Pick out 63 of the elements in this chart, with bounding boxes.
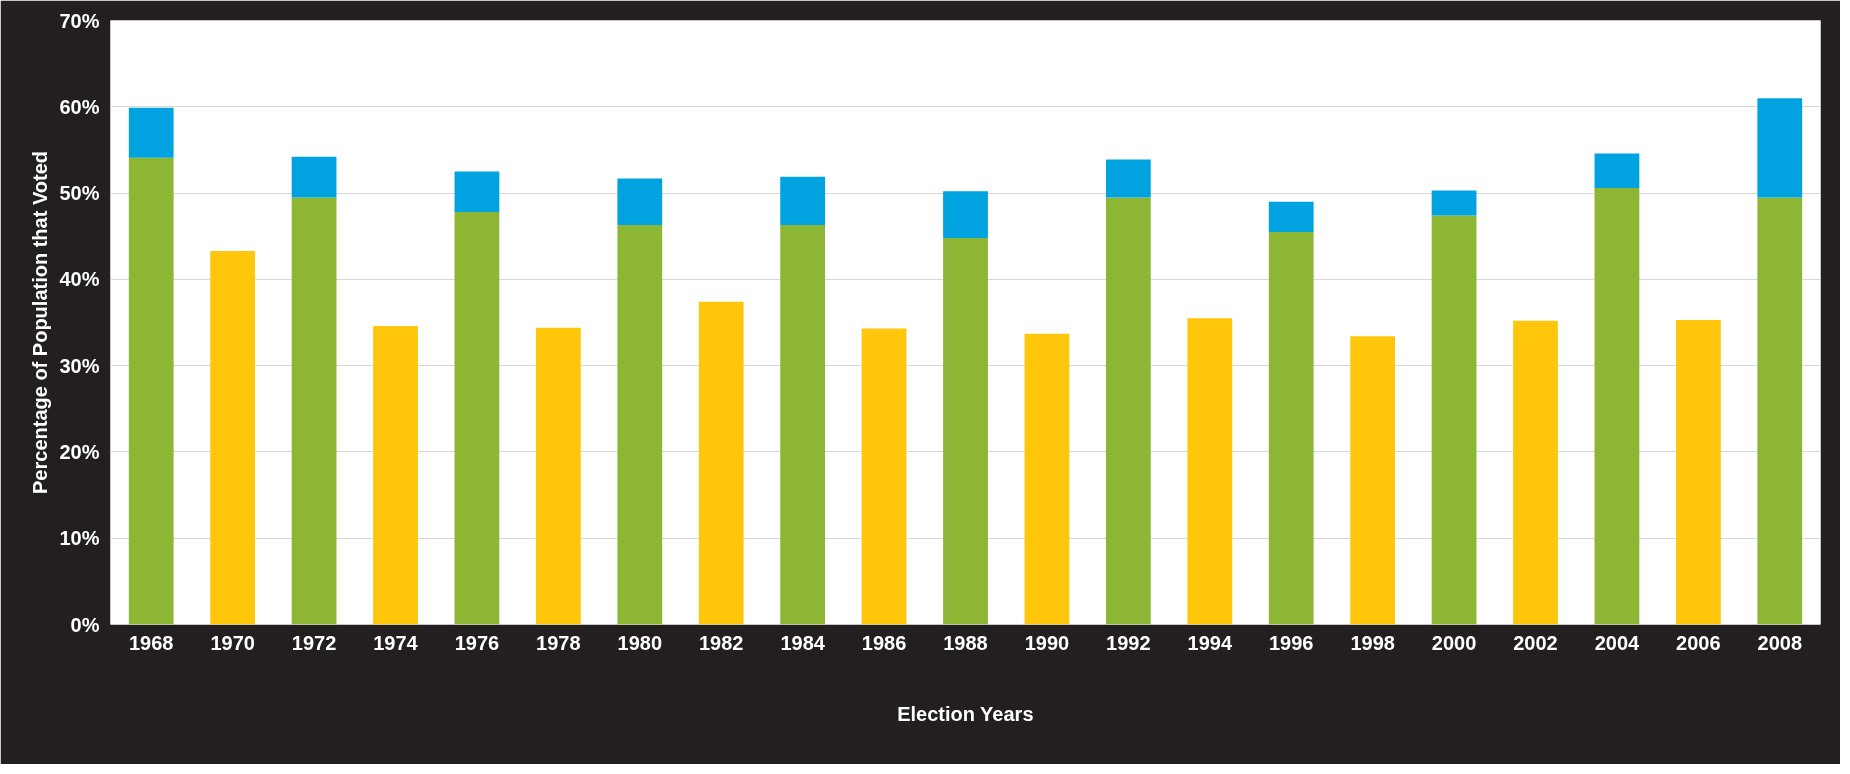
y-tick-label: 60% [59, 95, 100, 118]
bar [780, 225, 826, 625]
x-tick-label: 2008 [1757, 631, 1803, 654]
bar [698, 301, 744, 625]
bar [373, 325, 418, 625]
bar [1594, 187, 1640, 625]
bar [861, 328, 907, 625]
x-tick-label: 1982 [698, 631, 744, 654]
y-tick-label: 30% [59, 354, 100, 377]
x-tick-label: 2000 [1431, 631, 1477, 654]
bar [210, 250, 256, 625]
bar [617, 178, 663, 225]
bar [291, 156, 337, 198]
x-tick-label: 2004 [1594, 631, 1641, 654]
bar [535, 327, 581, 625]
x-tick-label: 1980 [617, 631, 663, 654]
x-tick-label: 1978 [536, 631, 581, 654]
bar [1431, 190, 1477, 216]
bar [780, 176, 826, 225]
x-tick-label: 1992 [1106, 631, 1151, 654]
bar [1594, 153, 1640, 188]
bar [1757, 98, 1803, 198]
y-tick-label: 40% [59, 268, 100, 291]
bar [128, 157, 174, 625]
bar [1350, 336, 1396, 625]
y-tick-label: 10% [59, 527, 100, 550]
bar [1024, 333, 1070, 625]
bar [1431, 215, 1477, 625]
bar [454, 171, 500, 213]
x-tick-label: 1988 [943, 631, 988, 654]
bar [1757, 197, 1803, 625]
x-tick-label: 1994 [1187, 631, 1233, 654]
bar [1105, 159, 1151, 198]
bar [128, 107, 174, 158]
x-tick-label: 1990 [1024, 631, 1070, 654]
y-tick-label: 20% [59, 440, 100, 463]
x-tick-label: 1970 [210, 631, 255, 654]
bar [1513, 320, 1558, 625]
x-tick-label: 1984 [780, 631, 826, 654]
y-tick-label: 50% [59, 182, 100, 205]
bar [454, 212, 500, 625]
y-tick-label: 70% [59, 9, 100, 32]
bar [1187, 318, 1233, 625]
bar [1675, 319, 1721, 625]
y-axis-title: Percentage of Population that Voted [29, 150, 52, 494]
bar [943, 191, 988, 238]
x-tick-label: 1998 [1350, 631, 1395, 654]
x-tick-label: 1986 [861, 631, 907, 654]
bar [1105, 197, 1151, 625]
x-tick-label: 1996 [1268, 631, 1314, 654]
bar [291, 197, 337, 625]
bar [617, 225, 663, 625]
x-tick-label: 1974 [373, 631, 419, 654]
bar [1268, 201, 1314, 232]
x-axis-title: Election Years [897, 702, 1034, 725]
x-tick-label: 1972 [291, 631, 337, 654]
x-tick-label: 1968 [128, 631, 174, 654]
x-tick-label: 2006 [1676, 631, 1721, 654]
x-tick-label: 1976 [454, 631, 500, 654]
x-tick-label: 2002 [1513, 631, 1558, 654]
bar [1268, 231, 1314, 625]
y-tick-label: 0% [70, 613, 100, 636]
bar [943, 237, 988, 625]
